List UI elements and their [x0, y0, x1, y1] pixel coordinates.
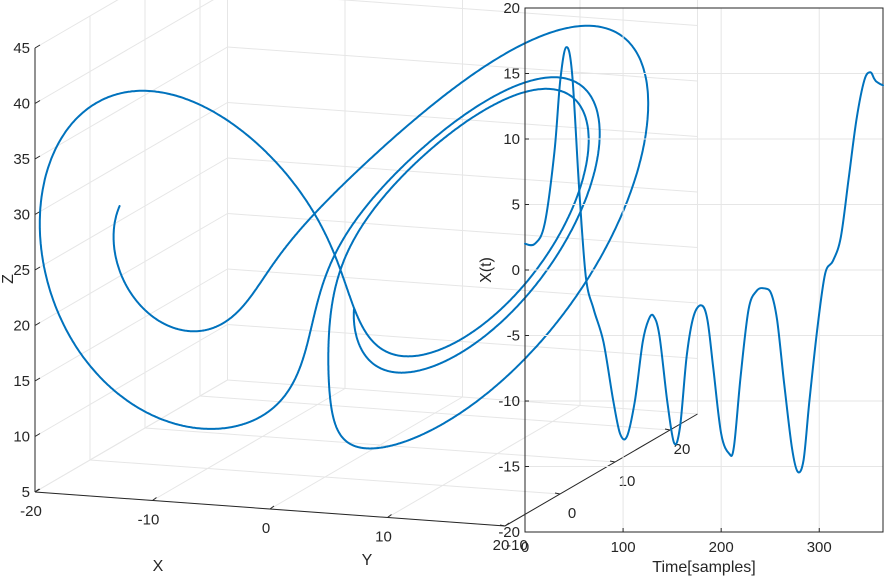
time-series-y-tick-label: 0 — [512, 262, 520, 279]
lorenz-3d-y-tick-label: 10 — [619, 473, 636, 490]
lorenz-3d-y-tick — [499, 524, 506, 527]
lorenz-3d-x-tick — [34, 488, 40, 493]
lorenz-3d-z-tick — [34, 266, 41, 271]
lorenz-3d-x-tick — [504, 522, 510, 527]
time-series-y-tick-label: 20 — [503, 0, 520, 17]
lorenz-3d-y-tick-label: 20 — [674, 441, 691, 458]
time-series-y-tick-label: -20 — [498, 524, 520, 541]
lorenz-3d-z-gridline — [34, 324, 228, 437]
lorenz-3d-z-tick-label: 20 — [13, 318, 30, 335]
lorenz-3d-x-tick-label: -10 — [138, 512, 160, 529]
lorenz-3d-z-label: Z — [0, 274, 17, 284]
lorenz-3d-z-gridline — [34, 0, 119, 49]
time-series-y-tick-label: -15 — [498, 459, 520, 476]
lorenz-3d-z-tick — [34, 44, 41, 49]
time-series-x-label: Time[samples] — [652, 559, 755, 576]
lorenz-3d-z-tick-label: 15 — [13, 373, 30, 390]
time-series-grid — [524, 7, 883, 533]
lorenz-3d-y-tick — [664, 428, 671, 431]
lorenz-3d-z-gridline — [34, 102, 228, 215]
lorenz-3d-z-gridline — [34, 157, 228, 271]
time-series-x-tick-label: 200 — [709, 539, 734, 556]
time-series-axes-box — [524, 7, 884, 533]
lorenz-3d-y-tick — [609, 460, 616, 463]
lorenz-3d-z-tick — [34, 433, 41, 437]
lorenz-3d-z-tick — [34, 377, 41, 382]
time-series-y-tick-label: -10 — [498, 393, 520, 410]
time-series-x-tick-label: 0 — [521, 539, 529, 556]
lorenz-3d-z-tick — [34, 100, 41, 104]
time-series-y-tick-label: 10 — [503, 131, 520, 148]
lorenz-3d-z-tick-label: 5 — [22, 484, 30, 501]
lorenz-3d-z-tick — [34, 155, 41, 160]
lorenz-3d-x-tick — [152, 497, 157, 501]
lorenz-3d-x-tick-label: 20 — [493, 537, 510, 554]
lorenz-3d-z-tick-label: 35 — [13, 151, 30, 168]
lorenz-3d-y-tick — [554, 492, 561, 495]
lorenz-3d-x-tick-label: 10 — [375, 529, 392, 546]
lorenz-3d-x-gridline — [34, 379, 228, 493]
lorenz-3d-z-gridline — [34, 46, 228, 160]
lorenz-3d-z-tick-label: 30 — [13, 207, 30, 224]
lorenz-3d-z-gridline — [34, 213, 228, 326]
lorenz-3d-z-tick-label: 10 — [13, 429, 30, 446]
time-series-x-tick-label: 100 — [611, 539, 636, 556]
lorenz-3d-y-tick-label: 0 — [568, 505, 576, 522]
lorenz-3d-x-tick-label: -20 — [20, 503, 42, 520]
time-series-y-tick-label: 15 — [503, 66, 520, 83]
lorenz-3d-y-label: Y — [362, 552, 373, 569]
lorenz-3d-x-gridline — [152, 388, 346, 501]
time-series-line — [524, 46, 884, 474]
time-series-x-tick-label: 300 — [807, 539, 832, 556]
lorenz-3d-z-tick — [34, 322, 41, 326]
lorenz-3d-x-tick — [269, 505, 275, 510]
lorenz-3d-x-tick — [387, 514, 392, 518]
lorenz-3d-axes — [34, 44, 698, 527]
lorenz-3d-x-gridline — [269, 396, 463, 510]
lorenz-3d-z-gridline — [34, 268, 228, 382]
time-series-y-tick-label: 5 — [512, 197, 520, 214]
time-series-y-tick-label: -5 — [507, 328, 520, 345]
lorenz-3d-z-gridline — [34, 0, 214, 104]
lorenz-3d-y-tick-label: -10 — [506, 537, 528, 554]
lorenz-3d-x-gridline — [387, 405, 581, 518]
time-series-y-label: X(t) — [478, 257, 495, 283]
lorenz-3d-z-tick-label: 40 — [13, 96, 30, 113]
lorenz-3d-y-axis — [504, 413, 698, 527]
lorenz-3d-x-label: X — [153, 558, 164, 575]
lorenz-3d-trajectory — [38, 24, 650, 450]
lorenz-3d-x-tick-label: 0 — [262, 520, 270, 537]
lorenz-3d-z-tick-label: 25 — [13, 262, 30, 279]
lorenz-3d-z-tick-label: 45 — [13, 40, 30, 57]
